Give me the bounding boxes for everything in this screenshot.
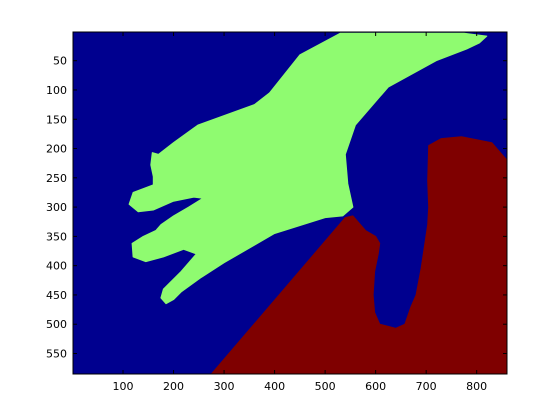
- y-tick-label: 100: [46, 84, 67, 97]
- x-axis: 100 200 300 400 500 600 700 800: [113, 32, 487, 393]
- y-axis: 50 100 150 200 250 300 350 400 450 500 550: [46, 55, 507, 361]
- x-tick-label: 200: [163, 380, 184, 393]
- hand-region: [128, 32, 488, 305]
- y-tick-label: 500: [46, 318, 67, 331]
- segmentation-regions: [128, 32, 507, 374]
- y-tick-label: 150: [46, 113, 67, 126]
- y-tick-label: 200: [46, 143, 67, 156]
- arm-region: [210, 136, 507, 374]
- y-tick-label: 550: [46, 348, 67, 361]
- y-tick-label: 350: [46, 230, 67, 243]
- x-tick-label: 100: [113, 380, 134, 393]
- y-tick-label: 450: [46, 289, 67, 302]
- x-tick-label: 600: [365, 380, 386, 393]
- x-tick-label: 500: [315, 380, 336, 393]
- y-tick-label: 250: [46, 172, 67, 185]
- y-tick-label: 300: [46, 201, 67, 214]
- x-tick-label: 300: [214, 380, 235, 393]
- axes-frame: [72, 31, 508, 375]
- x-tick-label: 700: [416, 380, 437, 393]
- y-tick-label: 400: [46, 260, 67, 273]
- y-tick-label: 50: [53, 55, 67, 68]
- plot-area: [73, 32, 507, 374]
- x-tick-label: 800: [466, 380, 487, 393]
- x-tick-label: 400: [264, 380, 285, 393]
